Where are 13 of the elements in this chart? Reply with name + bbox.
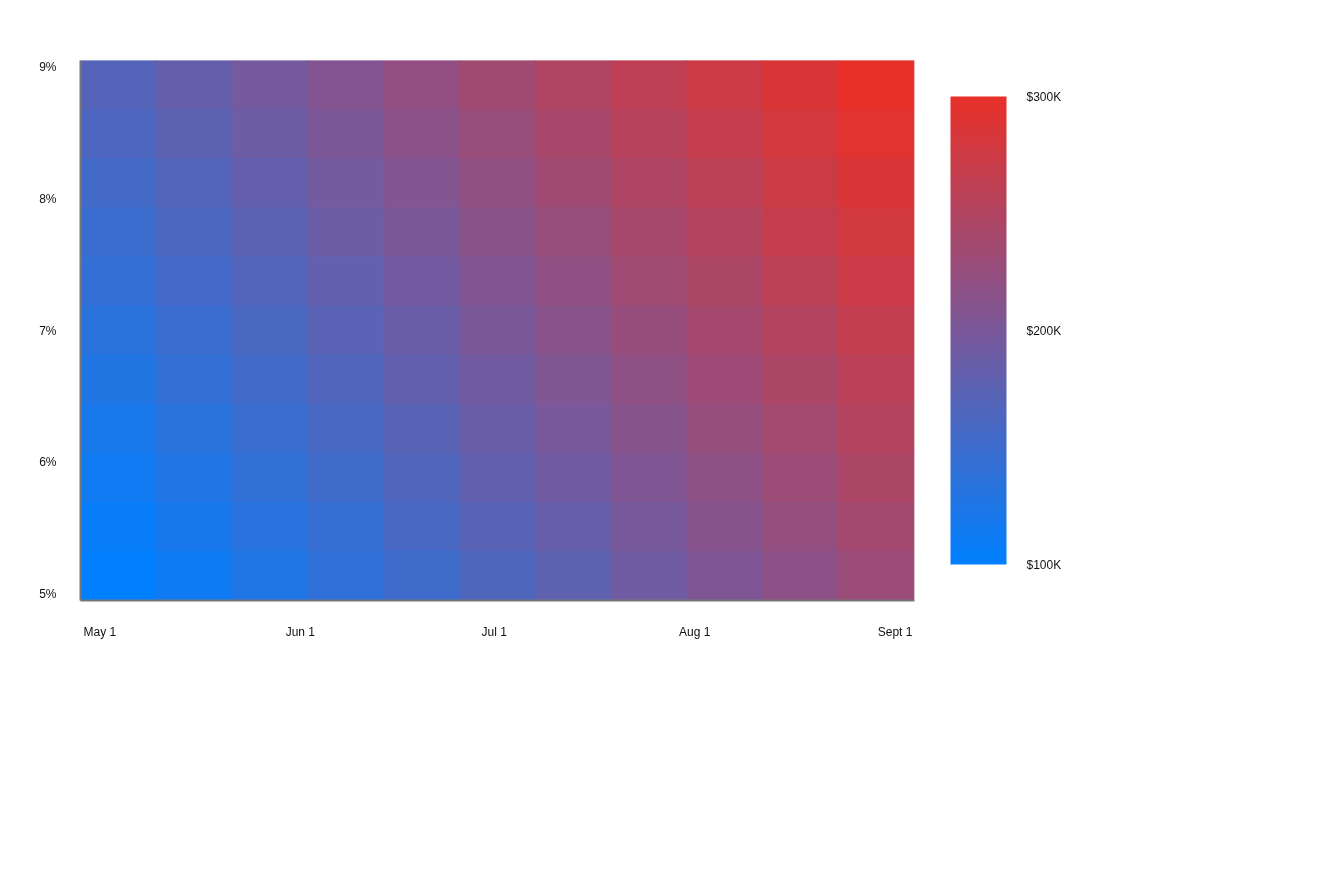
x-tick-label: May 1: [83, 624, 117, 639]
y-tick-label: 9%: [39, 60, 57, 75]
x-tick-label: Sept 1: [877, 624, 913, 639]
x-tick-label: Jul 1: [481, 624, 508, 639]
y-tick-label: 5%: [39, 586, 57, 601]
y-tick-label: 8%: [39, 191, 57, 206]
x-tick-label: Aug 1: [679, 624, 711, 639]
y-tick-label: 7%: [39, 323, 57, 338]
color-bar-label: $100K: [1026, 557, 1062, 572]
y-tick-label: 6%: [39, 455, 57, 470]
x-tick-label: Jun 1: [285, 624, 316, 639]
color-bar-label: $300K: [1026, 89, 1062, 104]
color-bar-label: $200K: [1026, 323, 1062, 338]
